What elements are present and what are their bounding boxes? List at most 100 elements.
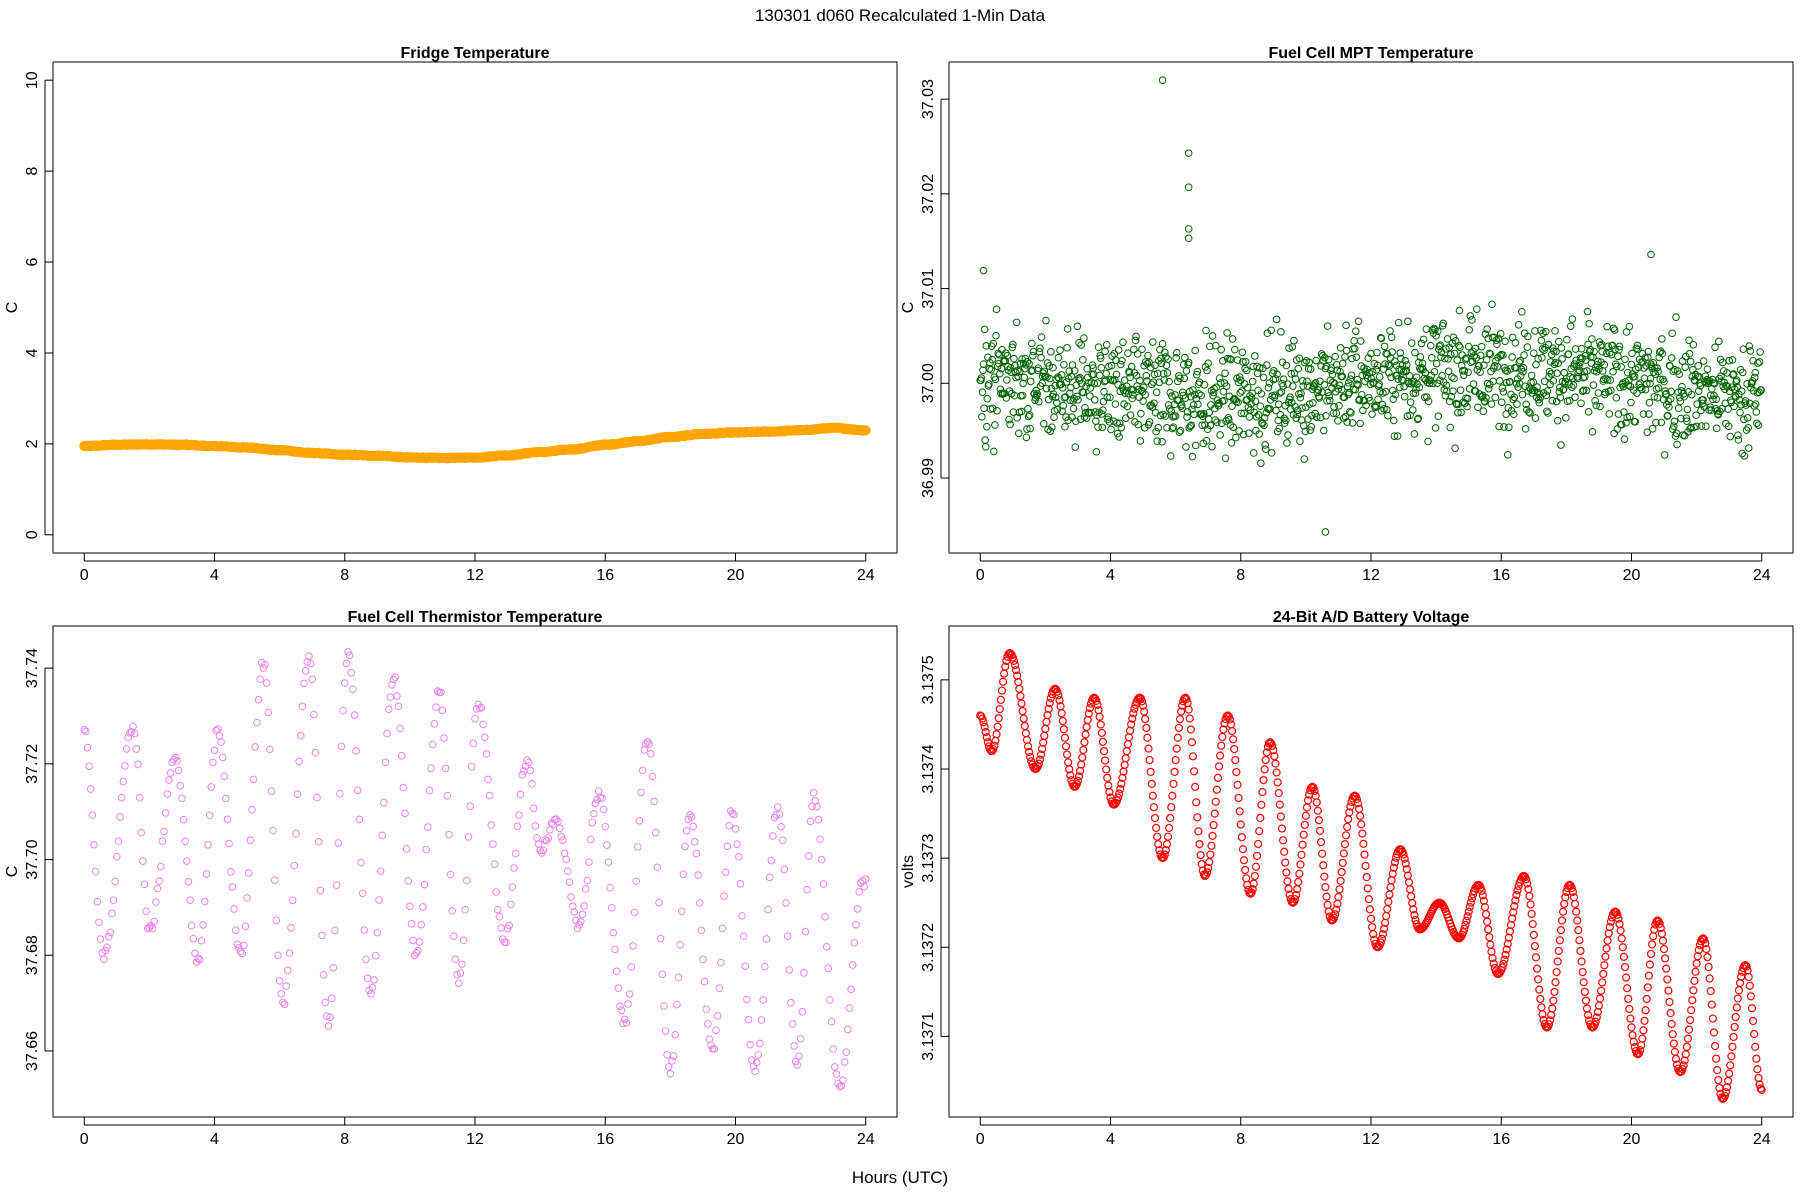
data-point xyxy=(205,811,214,820)
data-point xyxy=(1553,416,1562,425)
data-point xyxy=(1066,389,1074,398)
data-point xyxy=(1009,408,1018,416)
data-point xyxy=(293,790,302,798)
y-axis-label: C xyxy=(4,302,21,314)
data-point xyxy=(1102,765,1111,774)
data-point xyxy=(1496,329,1505,338)
data-point xyxy=(1070,367,1079,375)
data-point xyxy=(1427,353,1436,362)
data-point xyxy=(980,722,989,731)
data-point xyxy=(1565,396,1574,405)
data-point xyxy=(220,772,229,780)
data-point xyxy=(635,816,644,825)
data-point xyxy=(1545,367,1554,376)
data-point xyxy=(1687,1006,1696,1015)
data-point xyxy=(235,944,243,952)
data-point xyxy=(751,1067,759,1076)
data-point xyxy=(388,681,396,689)
data-point xyxy=(1534,354,1542,363)
data-point xyxy=(1144,351,1152,360)
data-point xyxy=(202,870,211,878)
data-point xyxy=(1363,884,1372,893)
data-point xyxy=(1447,392,1456,401)
data-point xyxy=(798,1007,807,1016)
data-point xyxy=(493,905,502,914)
data-point xyxy=(1503,450,1512,459)
data-point xyxy=(1074,772,1084,781)
data-point xyxy=(528,779,536,788)
data-point xyxy=(1633,389,1641,397)
data-point xyxy=(1388,869,1397,878)
data-point xyxy=(1488,953,1497,963)
data-point xyxy=(489,840,497,848)
data-point xyxy=(1025,359,1033,368)
data-point xyxy=(1136,437,1145,445)
data-point xyxy=(1397,845,1406,854)
data-point xyxy=(1564,350,1573,358)
data-point xyxy=(1161,412,1170,420)
data-point xyxy=(1649,932,1658,941)
data-point xyxy=(437,688,445,697)
data-point xyxy=(394,702,403,711)
data-point xyxy=(1321,353,1329,362)
data-point xyxy=(295,757,303,766)
data-point xyxy=(1169,423,1178,431)
data-point xyxy=(1193,367,1202,376)
data-point xyxy=(1157,359,1166,368)
data-point xyxy=(1058,407,1067,415)
data-point xyxy=(629,942,637,950)
data-point xyxy=(1678,382,1686,391)
data-point xyxy=(1609,367,1617,376)
data-point xyxy=(1021,729,1030,738)
data-point xyxy=(1368,410,1376,418)
data-point xyxy=(186,896,194,904)
data-point xyxy=(1588,335,1596,343)
data-point xyxy=(288,896,297,905)
data-point xyxy=(1618,943,1627,952)
data-point xyxy=(1362,401,1370,410)
data-point xyxy=(1433,327,1442,336)
data-point xyxy=(296,731,305,740)
data-point xyxy=(1549,996,1558,1005)
data-point xyxy=(119,777,128,786)
data-point xyxy=(995,369,1004,378)
data-point xyxy=(1337,385,1346,394)
data-point xyxy=(1006,649,1015,658)
x-tick-label: 20 xyxy=(727,1131,745,1148)
data-point xyxy=(1596,402,1604,411)
data-point xyxy=(1667,354,1676,362)
data-point xyxy=(1714,410,1723,419)
x-tick-label: 0 xyxy=(976,567,985,584)
data-point xyxy=(1097,728,1106,737)
x-tick-label: 12 xyxy=(466,567,484,584)
data-point xyxy=(1029,351,1037,360)
data-point xyxy=(1409,905,1418,914)
data-point xyxy=(187,921,196,930)
data-point xyxy=(1658,936,1668,945)
data-point xyxy=(808,802,816,811)
data-point xyxy=(1279,375,1288,384)
data-point xyxy=(1128,394,1137,403)
data-point xyxy=(1045,362,1053,370)
data-point xyxy=(1039,419,1048,428)
data-point xyxy=(1006,363,1015,372)
data-point xyxy=(1706,987,1715,996)
data-point xyxy=(850,939,859,947)
data-point xyxy=(1543,407,1551,416)
data-point xyxy=(1531,953,1541,962)
data-point xyxy=(1010,660,1020,670)
data-point xyxy=(1348,419,1357,427)
data-point xyxy=(204,841,212,849)
data-point xyxy=(1344,815,1353,824)
data-point xyxy=(1219,357,1227,365)
data-point xyxy=(1232,767,1241,777)
data-point xyxy=(467,762,476,771)
data-point xyxy=(1251,397,1260,406)
data-point xyxy=(1704,962,1713,972)
data-point xyxy=(1188,452,1197,461)
data-point xyxy=(1723,382,1732,391)
data-point xyxy=(1194,827,1203,836)
data-point xyxy=(1322,892,1331,901)
data-point xyxy=(690,838,699,846)
data-point xyxy=(1115,789,1124,798)
